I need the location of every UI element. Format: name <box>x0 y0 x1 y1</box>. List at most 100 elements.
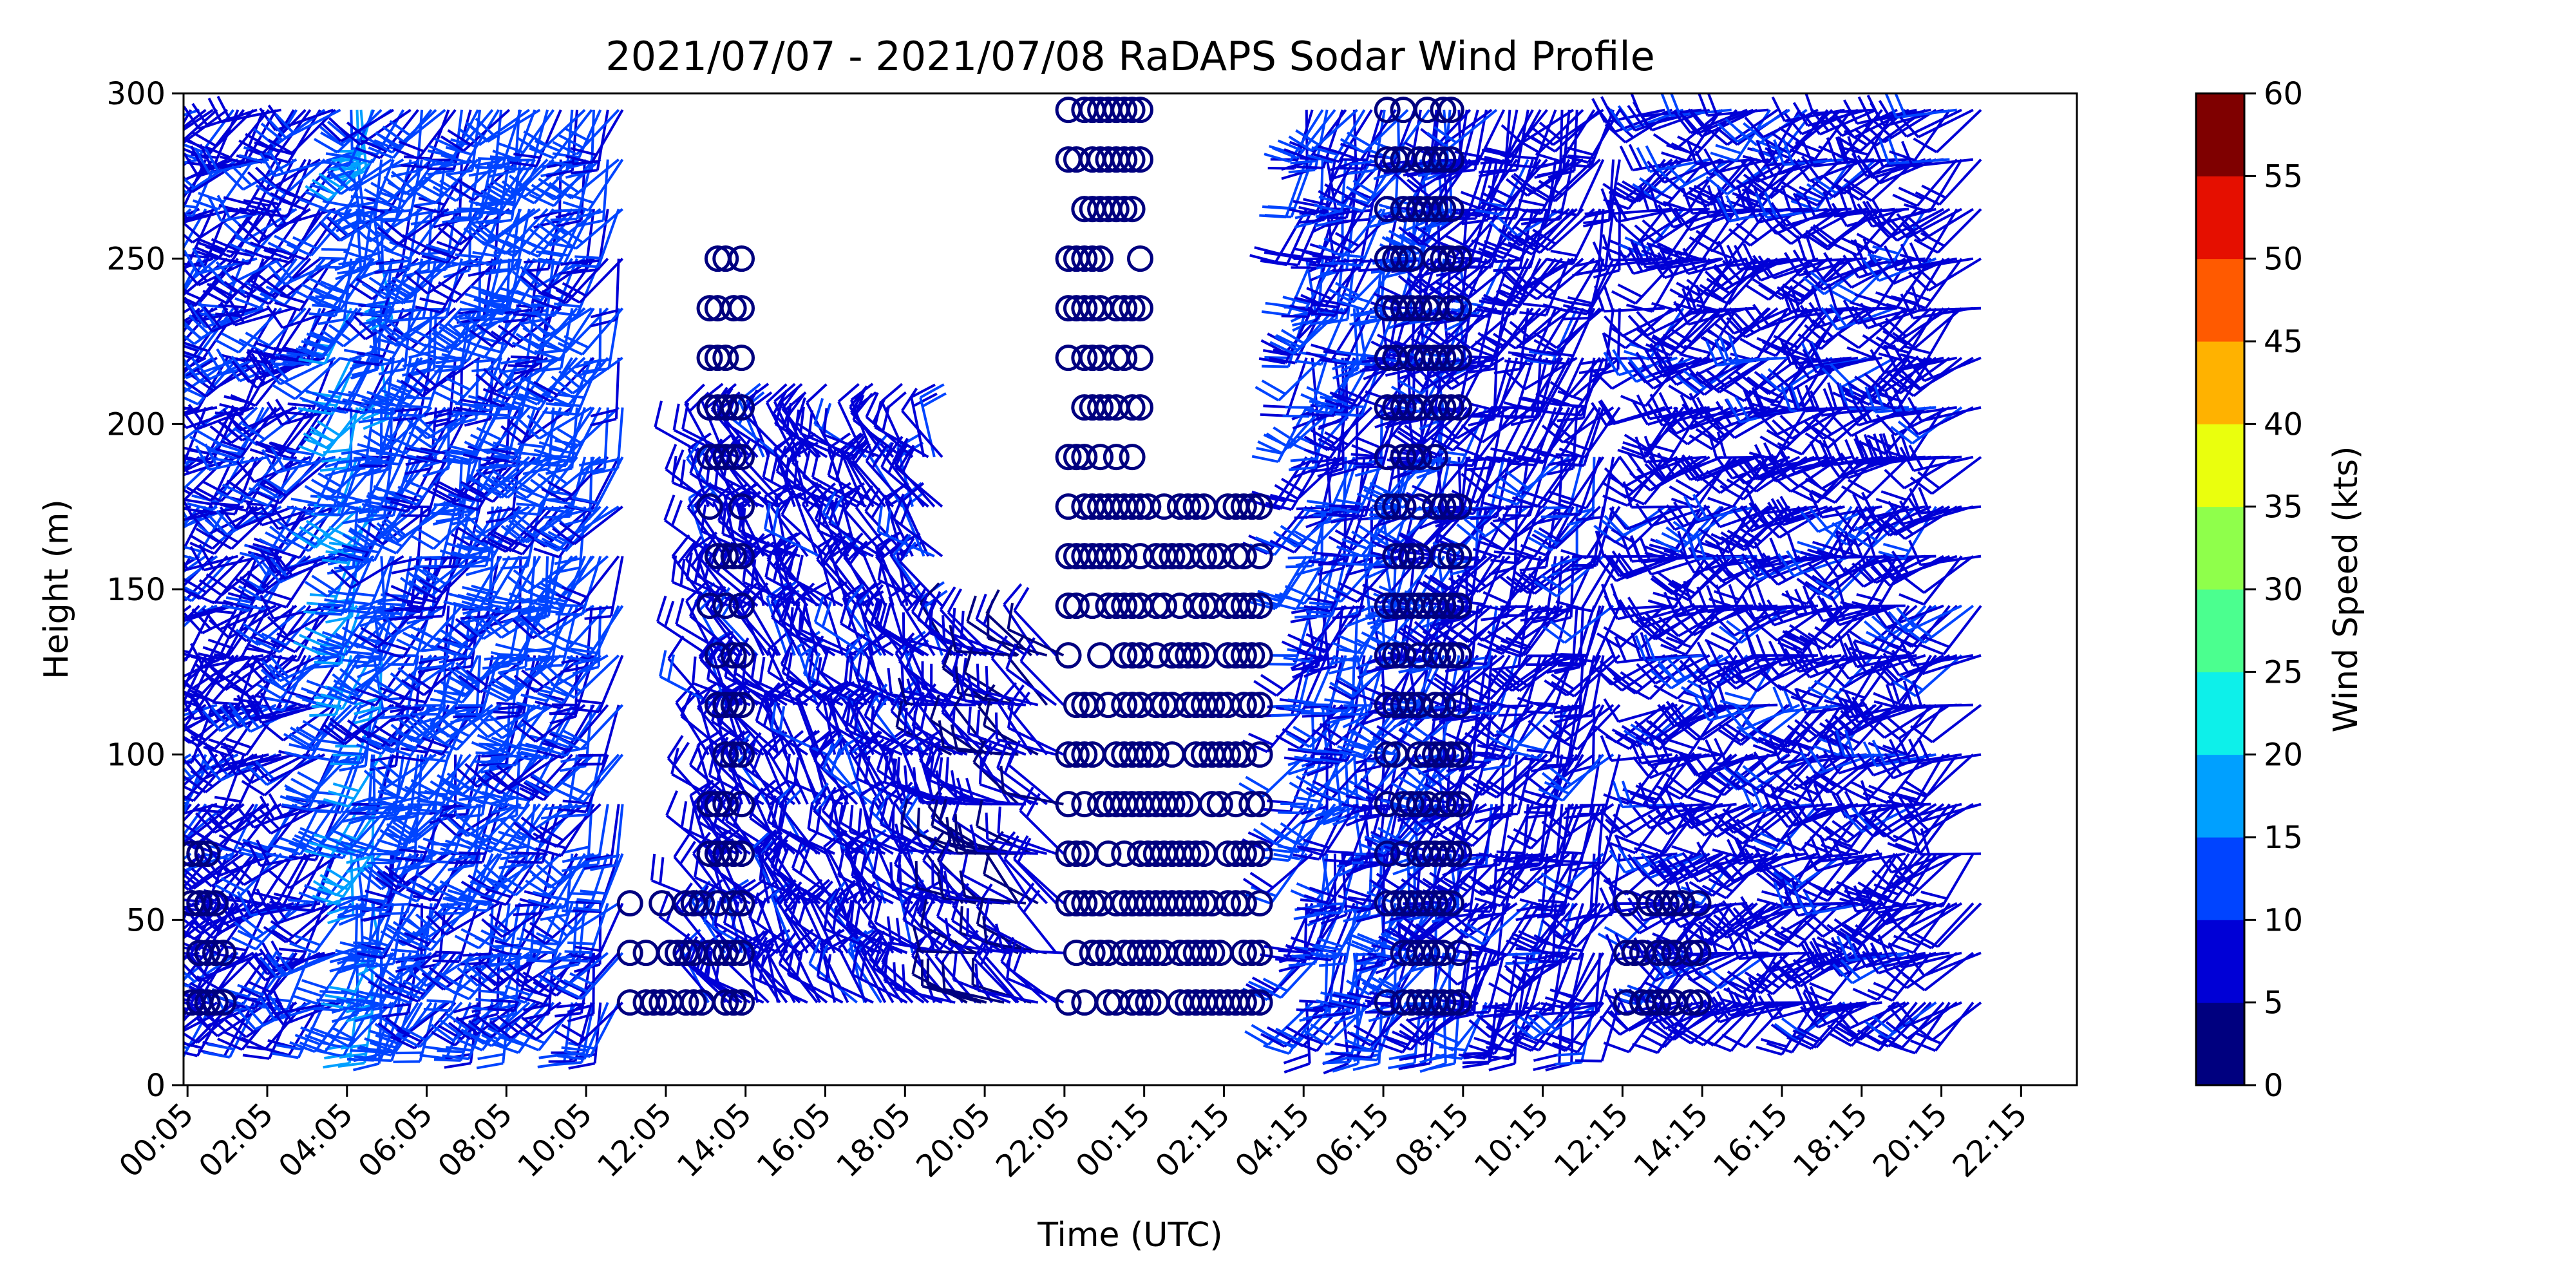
wind-barb-flag <box>191 920 214 940</box>
wind-barb-flag <box>873 401 882 428</box>
wind-barb-flag <box>184 1032 198 1044</box>
wind-barb-flag <box>445 1046 473 1052</box>
wind-barb <box>245 605 298 643</box>
wind-barb <box>348 753 383 808</box>
wind-barb-flag <box>392 990 419 1003</box>
wind-barb-flag <box>248 204 275 214</box>
wind-barb <box>217 158 255 211</box>
wind-barb-flag <box>494 661 522 666</box>
wind-barb-flag <box>149 137 171 151</box>
wind-barb-flag <box>118 498 131 521</box>
wind-barb-flag <box>236 891 252 916</box>
wind-barb-flag <box>445 169 473 176</box>
wind-barb-flag <box>242 1054 270 1060</box>
wind-barb-flag <box>221 422 243 442</box>
wind-barb-flag <box>251 760 271 782</box>
wind-barb-flag <box>247 171 269 192</box>
wind-barb-flag <box>475 166 502 170</box>
wind-barb-flag <box>367 741 393 754</box>
wind-barb-flag <box>382 126 406 144</box>
wind-barb-flag <box>252 196 280 206</box>
wind-barb-flag <box>343 805 370 814</box>
wind-barb-flag <box>381 504 408 513</box>
wind-barb-flag <box>162 375 183 392</box>
wind-barb-flag <box>220 301 236 326</box>
wind-barb-flag <box>292 641 319 654</box>
wind-barb-flag <box>354 706 381 715</box>
wind-barb-flag <box>356 654 383 662</box>
wind-barb-flag <box>309 593 337 598</box>
wind-barb-flag <box>238 338 264 354</box>
wind-barb-flag <box>399 413 426 417</box>
wind-barb-flag <box>184 396 199 406</box>
wind-barb-flag <box>313 138 338 154</box>
wind-barb-flag <box>145 627 167 641</box>
wind-barb-flag <box>892 758 896 786</box>
wind-barb-flag <box>267 146 294 156</box>
wind-barb-flag <box>885 509 892 536</box>
wind-barb-flag <box>330 171 352 192</box>
wind-barb-flag <box>189 693 205 718</box>
wind-barb-flag <box>406 419 428 440</box>
wind-barb-flag <box>134 321 153 339</box>
wind-barb-flag <box>153 795 167 818</box>
wind-barb-flag <box>681 402 690 430</box>
wind-barb-flag <box>392 921 417 938</box>
wind-barb-flag <box>337 1061 365 1068</box>
wind-barb <box>191 207 245 244</box>
wind-barb-flag <box>227 592 254 602</box>
wind-barb-flag <box>327 566 354 575</box>
wind-barb <box>263 753 312 797</box>
wind-barb-flag <box>367 731 392 748</box>
wind-barb-flag <box>902 964 906 992</box>
wind-barb-flag <box>149 299 175 305</box>
wind-barb-flag <box>184 182 193 193</box>
wind-barb-flag <box>184 498 212 506</box>
wind-barb-flag <box>391 825 415 844</box>
wind-barb-flag <box>320 1002 348 1010</box>
wind-barb-flag <box>369 1039 396 1049</box>
wind-barb-flag <box>225 596 253 604</box>
wind-barb-flag <box>160 851 176 873</box>
wind-barb-flag <box>191 357 211 380</box>
wind-barb-flag <box>375 131 399 149</box>
wind-barb-flag <box>407 571 431 589</box>
wind-barb <box>366 903 375 965</box>
wind-barb-flag <box>346 719 370 738</box>
wind-barb-flag <box>279 198 305 211</box>
wind-barb-flag <box>216 95 232 121</box>
wind-barb-flag <box>362 936 389 947</box>
wind-barb <box>381 902 419 954</box>
wind-barb-flag <box>254 658 275 680</box>
wind-barb-flag <box>401 679 425 696</box>
wind-barb-flag <box>184 152 200 177</box>
wind-barb-flag <box>319 175 342 195</box>
wind-barb-flag <box>269 503 289 527</box>
wind-barb-flag <box>288 898 315 904</box>
wind-barb-flag <box>399 696 426 704</box>
wind-barb <box>184 456 229 502</box>
wind-barb-flag <box>289 732 314 749</box>
wind-barb-flag <box>371 541 397 554</box>
wind-barb-flag <box>342 658 370 665</box>
wind-barb-flag <box>184 249 199 274</box>
wind-barb-flag <box>198 652 225 661</box>
wind-barb-flag <box>207 747 223 772</box>
wind-barb-flag <box>482 412 509 417</box>
wind-barb-flag <box>126 213 144 234</box>
wind-barb-flag <box>196 429 221 445</box>
wind-barb-flag <box>363 913 390 922</box>
wind-barb-flag <box>144 307 171 313</box>
wind-barb-flag <box>223 196 250 206</box>
wind-barb-flag <box>245 332 270 347</box>
wind-barb <box>340 754 363 813</box>
wind-barb-flag <box>341 989 368 999</box>
wind-barb-flag <box>190 146 205 171</box>
wind-barb-flag <box>155 166 173 185</box>
wind-barb <box>278 456 326 500</box>
wind-barb-flag <box>274 259 294 281</box>
wind-barb-flag <box>386 283 410 300</box>
wind-barb-flag <box>323 1061 350 1069</box>
wind-barb <box>368 605 393 663</box>
wind-barb-flag <box>363 770 386 790</box>
